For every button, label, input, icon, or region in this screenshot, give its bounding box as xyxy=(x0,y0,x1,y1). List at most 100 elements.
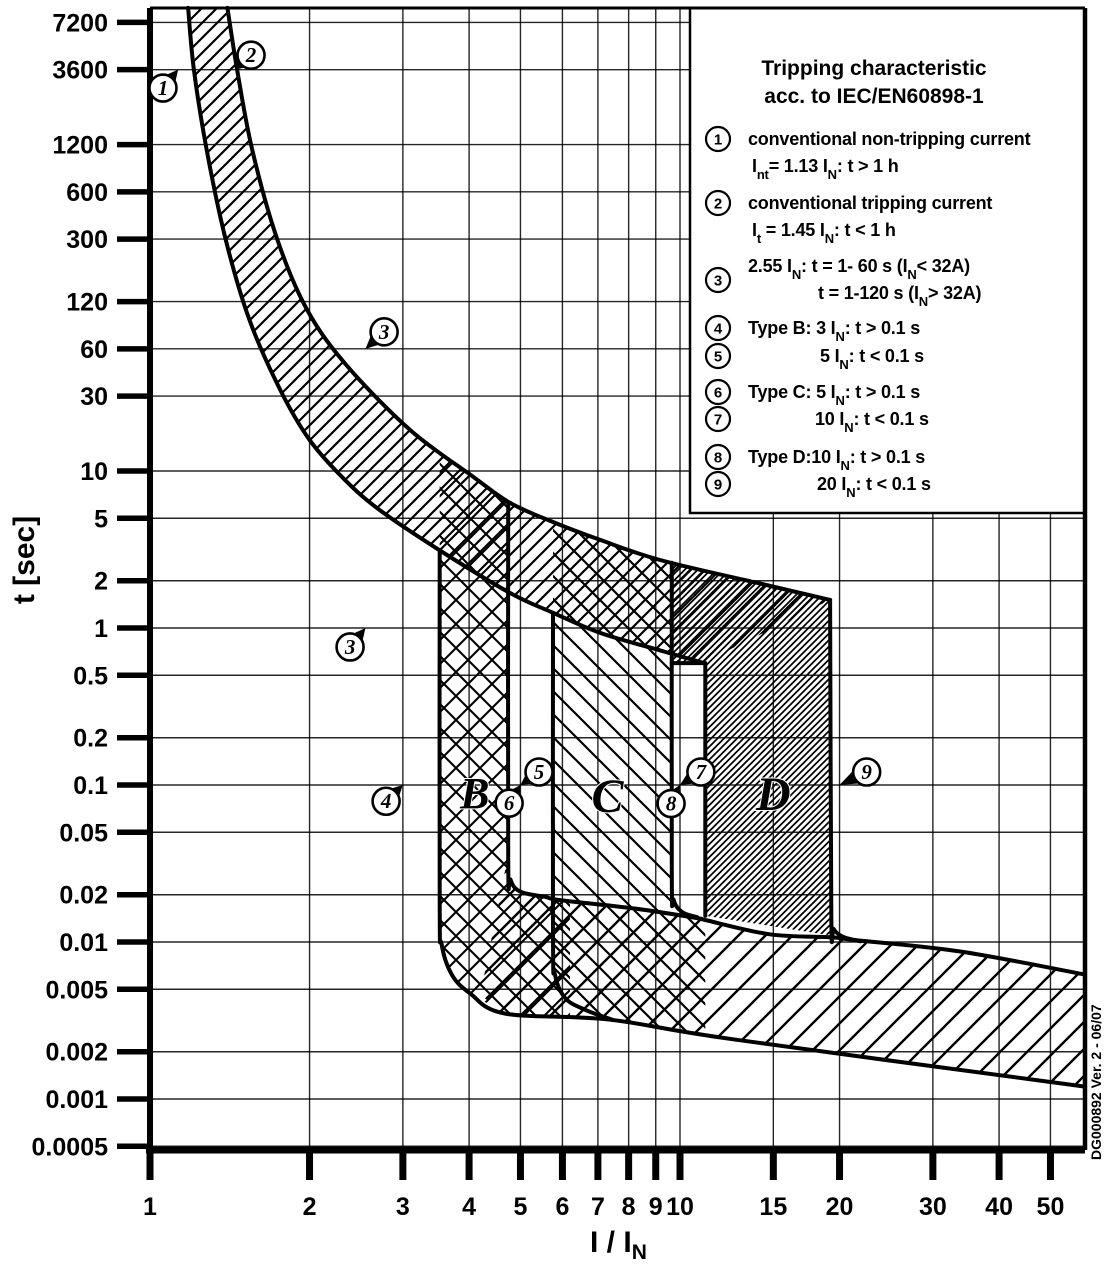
legend: Tripping characteristic acc. to IEC/EN608… xyxy=(704,57,1031,500)
y-tick-label-0.02: 0.02 xyxy=(59,882,108,910)
legend-number-circle-9 xyxy=(704,470,732,498)
legend-item-9: 9 20 IN: t < 0.1 s xyxy=(704,470,931,500)
zone-type-d-band xyxy=(660,560,832,936)
legend-number-circle-6 xyxy=(704,378,732,406)
curve-type-c-max-trip xyxy=(669,560,700,920)
x-tick-label-8: 8 xyxy=(622,1193,636,1221)
y-tick-label-0.001: 0.001 xyxy=(45,1086,108,1114)
legend-item-4-line1: Type B: 3 IN: t > 0.1 s xyxy=(748,318,920,344)
zone-type-b-band xyxy=(439,452,570,1017)
marker-circle-2 xyxy=(236,40,266,71)
marker-number-9: 9 xyxy=(861,760,872,784)
legend-item-9-line1: 20 IN: t < 0.1 s xyxy=(817,474,931,500)
marker-number-5: 5 xyxy=(534,760,545,784)
y-tick-label-30: 30 xyxy=(80,383,108,411)
legend-number-circle-1 xyxy=(704,125,732,153)
marker-circle-4 xyxy=(371,786,401,817)
legend-item-5: 5 5 IN: t < 0.1 s xyxy=(704,342,924,372)
y-tick-label-7200: 7200 xyxy=(52,9,108,37)
x-tick-label-2: 2 xyxy=(303,1193,317,1221)
legend-number-7: 7 xyxy=(714,412,722,429)
y-tick-label-0.1: 0.1 xyxy=(73,772,108,800)
zone-letter-D: D xyxy=(755,768,791,821)
x-tick-label-9: 9 xyxy=(649,1193,663,1221)
legend-item-1-line2: Int= 1.13 IN: t > 1 h xyxy=(752,156,899,182)
zone-letter-B: B xyxy=(459,769,489,818)
y-tick-label-0.002: 0.002 xyxy=(45,1039,108,1067)
document-id-watermark: DG000892 Ver. 2 - 06/07 xyxy=(1088,1004,1104,1160)
marker-2-1: 2 xyxy=(235,40,266,71)
marker-circle-5 xyxy=(524,757,554,787)
marker-number-3: 3 xyxy=(378,320,390,344)
marker-3-2: 3 xyxy=(365,317,399,349)
marker-circle-1 xyxy=(148,73,178,103)
zone-instantaneous-band xyxy=(480,855,1085,1087)
legend-number-6: 6 xyxy=(714,385,722,402)
y-tick-label-0.005: 0.005 xyxy=(45,976,108,1004)
tick-marks xyxy=(117,19,1054,1180)
legend-item-6-line1: Type C: 5 IN: t > 0.1 s xyxy=(748,382,920,408)
legend-number-circle-5 xyxy=(704,342,732,370)
marker-8-8: 8 xyxy=(656,785,686,819)
legend-number-4: 4 xyxy=(714,321,723,338)
legend-item-4: 4 Type B: 3 IN: t > 0.1 s xyxy=(704,314,920,344)
curve-type-d-min-trip-notch xyxy=(669,661,708,918)
x-tick-label-20: 20 xyxy=(826,1193,854,1221)
x-tick-label-10: 10 xyxy=(666,1193,694,1221)
legend-item-2-line2: It = 1.45 IN: t < 1 h xyxy=(752,220,896,246)
marker-7-7: 7 xyxy=(680,757,716,787)
marker-6-6: 6 xyxy=(494,785,524,818)
legend-title-line1: Tripping characteristic xyxy=(761,57,987,80)
x-tick-label-7: 7 xyxy=(591,1193,605,1221)
y-tick-label-300: 300 xyxy=(66,226,108,254)
x-tick-label-3: 3 xyxy=(396,1193,410,1221)
x-tick-label-5: 5 xyxy=(514,1193,528,1221)
legend-item-2: 2 conventional tripping current It = 1.45 … xyxy=(704,189,993,246)
boundary-curves xyxy=(186,5,1087,1089)
legend-item-3: 3 2.55 IN: t = 1- 60 s (IN< 32A)t = 1-120… xyxy=(704,256,982,309)
marker-circle-6 xyxy=(494,788,524,818)
y-tick-label-10: 10 xyxy=(80,458,108,486)
legend-panel-bg xyxy=(690,8,1085,513)
marker-number-7: 7 xyxy=(696,760,708,784)
curve-type-c-min-trip xyxy=(550,610,615,1022)
marker-circle-3 xyxy=(369,317,399,347)
legend-item-6: 6 Type C: 5 IN: t > 0.1 s xyxy=(704,378,920,408)
curve-type-b-min-trip xyxy=(437,550,1087,1089)
legend-item-3-line1: 2.55 IN: t = 1- 60 s (IN< 32A) xyxy=(748,256,970,282)
marker-circle-9 xyxy=(851,757,882,787)
y-tick-label-0.2: 0.2 xyxy=(73,725,108,753)
legend-number-circle-7 xyxy=(704,405,732,433)
zone-letter-C: C xyxy=(592,770,625,823)
legend-number-8: 8 xyxy=(714,450,722,467)
legend-item-7-line1: 10 IN: t < 0.1 s xyxy=(815,409,929,435)
curve-thermal-lower-limit xyxy=(186,5,705,665)
marker-number-2: 2 xyxy=(245,43,257,67)
marker-number-4: 4 xyxy=(380,789,392,813)
y-tick-label-120: 120 xyxy=(66,289,108,317)
legend-number-2: 2 xyxy=(714,196,722,213)
legend-item-1-line1: conventional non-tripping current xyxy=(748,129,1031,149)
legend-number-circle-4 xyxy=(704,314,732,342)
x-tick-label-6: 6 xyxy=(555,1193,569,1221)
marker-number-3: 3 xyxy=(344,635,356,659)
y-tick-label-5: 5 xyxy=(94,505,108,533)
marker-number-1: 1 xyxy=(158,76,169,100)
y-tick-label-3600: 3600 xyxy=(52,57,108,85)
legend-panel-border xyxy=(688,8,1085,515)
curve-thermal-upper-limit xyxy=(225,5,833,602)
legend-number-9: 9 xyxy=(714,477,722,494)
legend-item-1: 1 conventional non-tripping current Int= 1… xyxy=(704,125,1031,182)
x-tick-label-1: 1 xyxy=(143,1193,157,1221)
marker-number-6: 6 xyxy=(504,791,515,815)
legend-item-7: 7 10 IN: t < 0.1 s xyxy=(704,405,929,435)
marker-5-5: 5 xyxy=(520,757,554,787)
marker-3-3: 3 xyxy=(335,628,366,662)
y-tick-label-60: 60 xyxy=(80,336,108,364)
y-tick-label-0.0005: 0.0005 xyxy=(32,1133,109,1161)
legend-number-circle-2 xyxy=(704,189,732,217)
x-tick-label-40: 40 xyxy=(985,1193,1013,1221)
